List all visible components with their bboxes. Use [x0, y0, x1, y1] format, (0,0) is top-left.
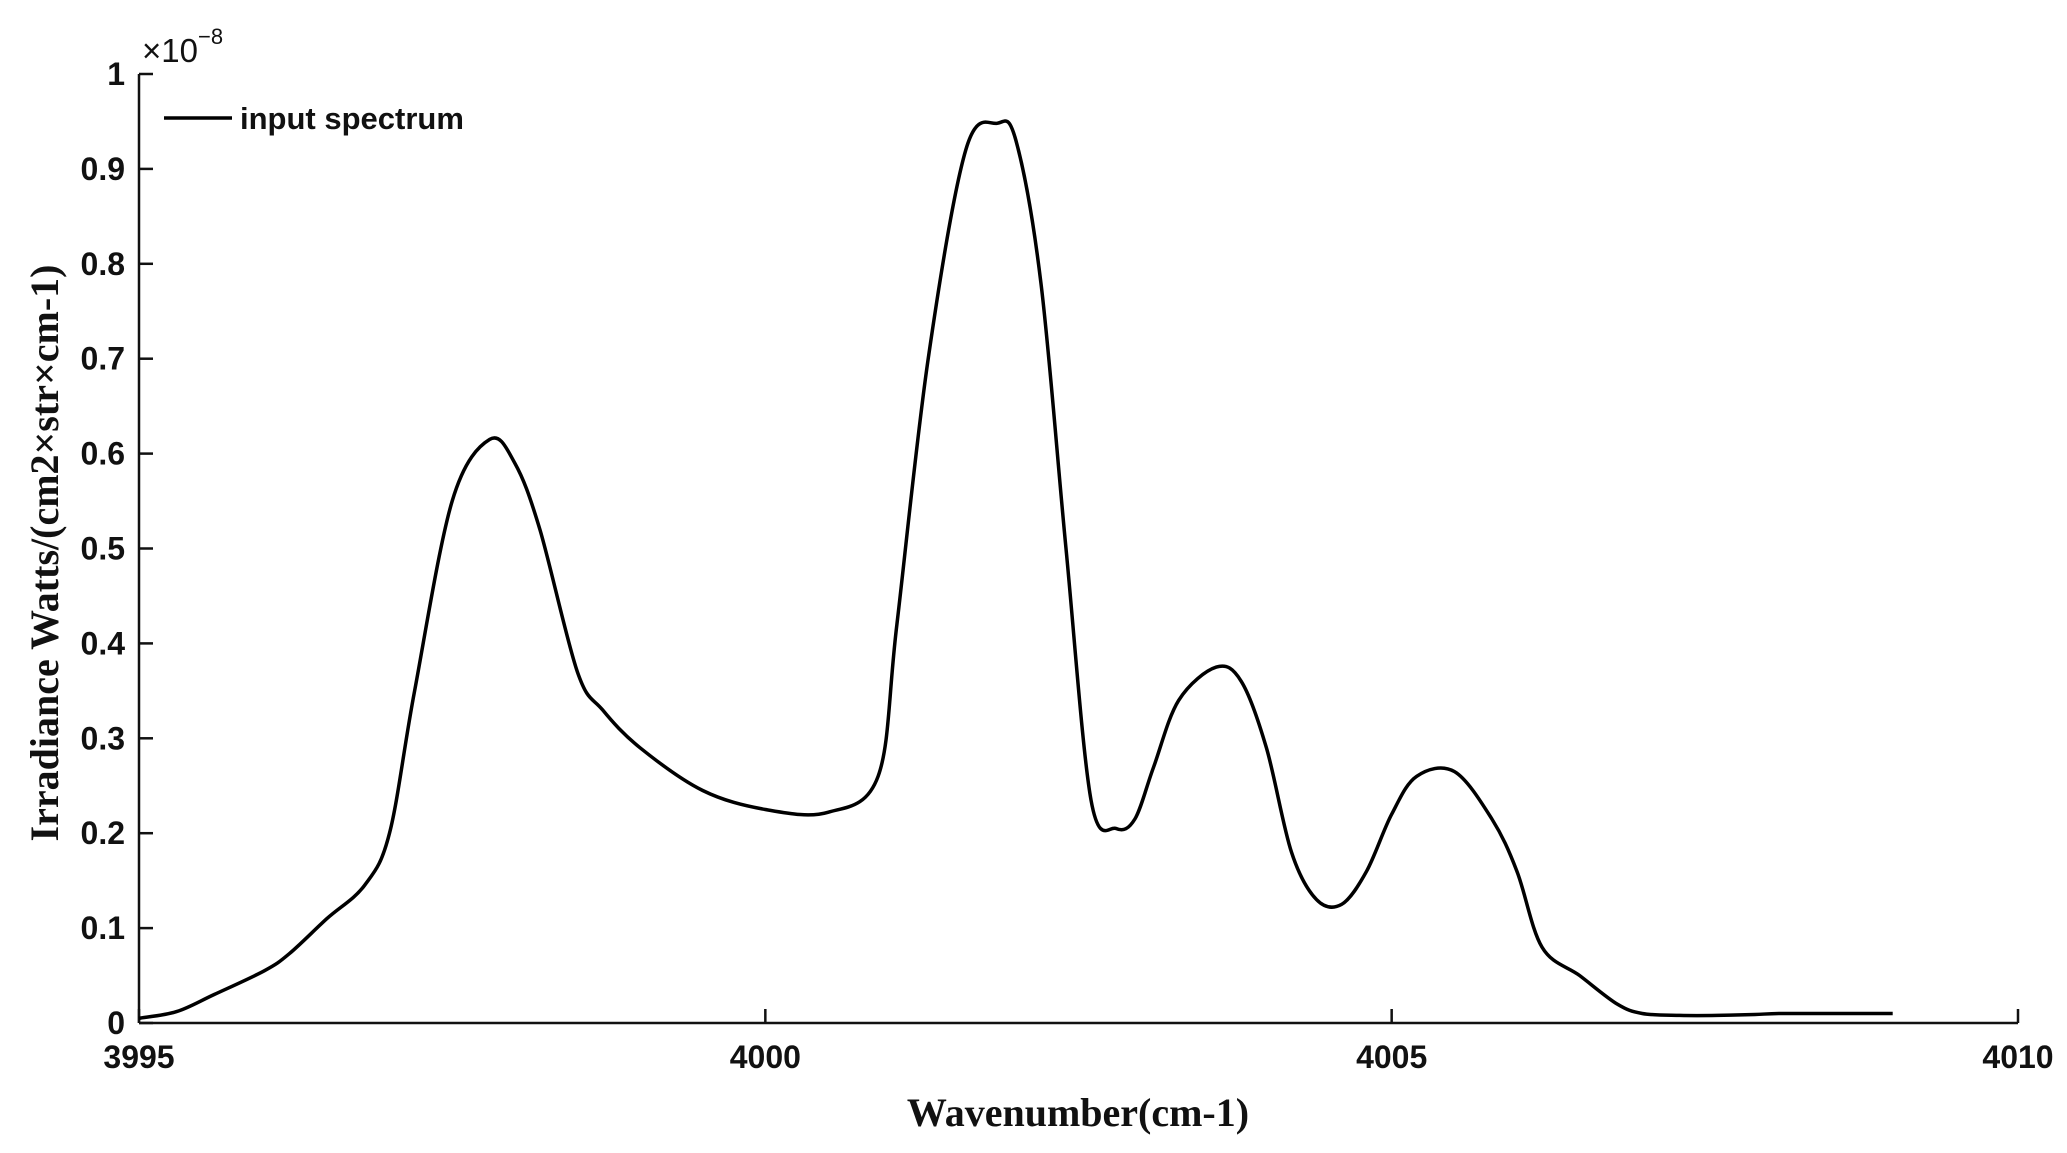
y-ticks: 0 0.1 0.2 0.3 0.4 0.5 0.6 0.7 0.8 0.9 1 — [81, 56, 153, 1041]
x-tick-label: 3995 — [103, 1039, 174, 1075]
x-tick-label: 4005 — [1356, 1039, 1427, 1075]
y-multiplier-exponent: −8 — [198, 24, 223, 49]
x-ticks: 3995 4000 4005 4010 — [103, 1009, 2054, 1075]
x-axis-label: Wavenumber(cm-1) — [907, 1090, 1249, 1135]
y-multiplier: ×10−8 — [142, 24, 223, 69]
x-tick-label: 4000 — [730, 1039, 801, 1075]
y-tick-label: 0.8 — [81, 246, 125, 282]
y-tick-label: 1 — [107, 56, 125, 92]
y-tick-label: 0.3 — [81, 720, 125, 756]
y-tick-label: 0 — [107, 1005, 125, 1041]
legend-label: input spectrum — [240, 101, 464, 136]
series-line-input-spectrum — [138, 119, 1893, 1021]
y-axis-label: Irradiance Watts/(cm2×str×cm-1) — [22, 265, 67, 842]
y-multiplier-base: ×10 — [142, 32, 198, 69]
legend: input spectrum — [164, 101, 464, 136]
y-tick-label: 0.2 — [81, 815, 125, 851]
y-tick-label: 0.4 — [81, 625, 126, 661]
y-tick-label: 0.7 — [81, 341, 125, 377]
y-tick-label: 0.1 — [81, 910, 125, 946]
y-tick-label: 0.5 — [81, 531, 125, 567]
x-tick-label: 4010 — [1982, 1039, 2053, 1075]
y-tick-label: 0.9 — [81, 151, 125, 187]
y-tick-label: 0.6 — [81, 436, 125, 472]
